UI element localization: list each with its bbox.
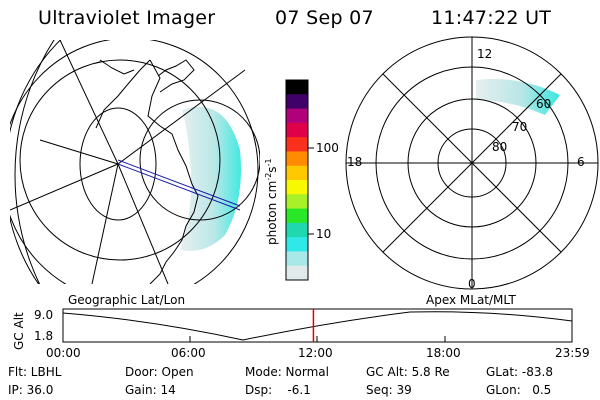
timeline-y-top: 9.0 <box>34 308 54 322</box>
lat-circle <box>79 107 157 221</box>
unit-text: s <box>265 166 279 173</box>
terminator-line <box>117 159 241 207</box>
info-glat: GLat: -83.8 <box>486 365 553 379</box>
meridian <box>117 69 246 165</box>
aurora-emission-polar <box>476 79 560 115</box>
colorbar-swatch <box>286 122 308 138</box>
colorbar-swatch <box>286 265 308 281</box>
timeline-right-label: Apex MLat/MLT <box>426 293 516 307</box>
colorbar-swatch <box>286 94 308 110</box>
colorbar-swatch <box>286 180 308 195</box>
observation-date: 07 Sep 07 <box>275 7 374 29</box>
timeline-panel <box>62 308 573 343</box>
mlt-diagonal <box>382 73 562 253</box>
unit-text: photon cm <box>265 180 279 245</box>
meridian <box>59 40 119 165</box>
colorbar <box>285 79 314 281</box>
observation-time: 11:47:22 UT <box>431 7 552 29</box>
colorbar-tick-label: 100 <box>316 141 339 155</box>
colorbar-swatch <box>286 208 308 224</box>
meridian <box>91 163 119 284</box>
info-ip: IP: 36.0 <box>8 383 54 397</box>
timeline-axis-title: GC Alt <box>12 312 26 350</box>
colorbar-swatch <box>286 137 308 152</box>
info-gcalt: GC Alt: 5.8 Re <box>366 365 450 379</box>
meridian <box>10 163 119 211</box>
altitude-curve <box>62 311 573 341</box>
coastline <box>95 59 199 284</box>
colorbar-tick-label: 10 <box>316 227 332 241</box>
mlat-label-80: 80 <box>492 140 508 154</box>
colorbar-swatch <box>286 222 308 238</box>
timeline-y-bottom: 1.8 <box>34 329 54 343</box>
meridian <box>117 163 169 284</box>
polar-plot <box>345 36 599 290</box>
lat-circle <box>19 59 221 261</box>
mlt-label-6: 6 <box>577 155 585 169</box>
info-mode: Mode: Normal <box>245 365 329 379</box>
colorbar-unit-label: photon cm-2s-1 <box>264 158 279 245</box>
mlt-label-12: 12 <box>477 47 493 61</box>
meridian <box>39 139 119 165</box>
timeline-x-tick: 06:00 <box>171 346 206 360</box>
info-glon: GLon: 0.5 <box>486 383 552 397</box>
colorbar-swatch <box>286 165 308 181</box>
info-gain: Gain: 14 <box>125 383 176 397</box>
colorbar-swatch <box>286 151 308 167</box>
unit-exponent: -2 <box>264 172 273 181</box>
unit-exponent: -1 <box>264 158 273 167</box>
coastline <box>157 59 195 93</box>
lat-circle <box>14 40 55 284</box>
colorbar-swatch <box>286 194 308 210</box>
timeline-left-label: Geographic Lat/Lon <box>68 293 186 307</box>
colorbar-swatch <box>286 237 308 252</box>
mlat-label-70: 70 <box>512 120 528 134</box>
lat-circle <box>10 40 259 284</box>
timeline-x-tick: 23:59 <box>555 346 590 360</box>
instrument-title: Ultraviolet Imager <box>38 7 216 29</box>
info-door: Door: Open <box>125 365 194 379</box>
mlt-label-0: 0 <box>468 277 476 291</box>
terminator-line <box>117 163 241 211</box>
info-flt: Flt: LBHL <box>8 365 62 379</box>
mlt-label-18: 18 <box>347 155 363 169</box>
mlat-label-60: 60 <box>536 97 552 111</box>
info-seq: Seq: 39 <box>366 383 412 397</box>
colorbar-swatch <box>286 80 308 95</box>
timeline-x-tick: 18:00 <box>426 346 461 360</box>
colorbar-swatch <box>286 251 308 267</box>
info-dsp: Dsp: -6.1 <box>245 383 311 397</box>
colorbar-swatch <box>286 108 308 124</box>
aurora-emission-left <box>180 106 241 252</box>
timeline-x-tick: 12:00 <box>298 346 333 360</box>
coastline <box>99 59 135 75</box>
geographic-map <box>10 40 260 284</box>
colorbar-frame <box>285 79 309 281</box>
timeline-x-tick: 00:00 <box>46 346 81 360</box>
